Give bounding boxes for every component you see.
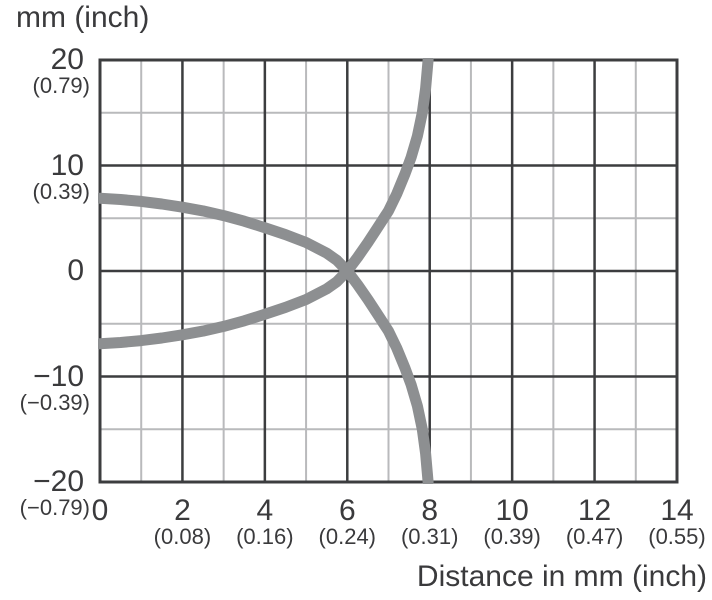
y-tick-inch-label: (−0.39): [19, 389, 90, 415]
x-tick-inch-label: (0.24): [318, 524, 377, 549]
x-tick-mm-label: 6: [338, 494, 356, 527]
y-tick-inch-label: (0.79): [32, 73, 90, 98]
x-tick-mm-label: 4: [256, 494, 274, 527]
x-axis-title: Distance in mm (inch): [416, 560, 707, 593]
plot-border: [98, 58, 679, 484]
y-axis-unit-label: mm (inch): [16, 1, 150, 34]
y-tick-mm-label: 10: [50, 148, 84, 182]
y-tick-mm-label: 0: [67, 254, 84, 287]
y-tick-inch-label: (−0.79): [19, 495, 90, 520]
x-tick-inch-label: (0.55): [648, 524, 706, 549]
x-tick-inch-label: (0.39): [483, 524, 541, 549]
y-tick-mm-label: −20: [33, 465, 84, 498]
x-tick-inch-label: (0.47): [565, 524, 624, 549]
plot-area: [98, 58, 679, 484]
y-tick-inch-label: (0.39): [32, 178, 90, 204]
x-tick-mm-label: 12: [577, 494, 612, 527]
x-tick-inch-label: (0.16): [236, 524, 294, 549]
x-tick-inch-label: (0.08): [153, 524, 212, 549]
y-tick-mm-label: 20: [50, 43, 84, 76]
curve-ascending-branch: [98, 58, 434, 350]
x-tick-inch-label: (0.31): [400, 524, 459, 549]
x-tick-mm-label: 14: [660, 494, 694, 527]
x-tick-mm-label: 0: [91, 494, 109, 527]
x-tick-mm-label: 8: [421, 494, 439, 527]
x-tick-mm-label: 2: [174, 494, 191, 527]
curve-descending-branch: [98, 192, 434, 484]
x-tick-mm-label: 10: [495, 494, 529, 527]
y-tick-mm-label: −10: [33, 359, 84, 393]
